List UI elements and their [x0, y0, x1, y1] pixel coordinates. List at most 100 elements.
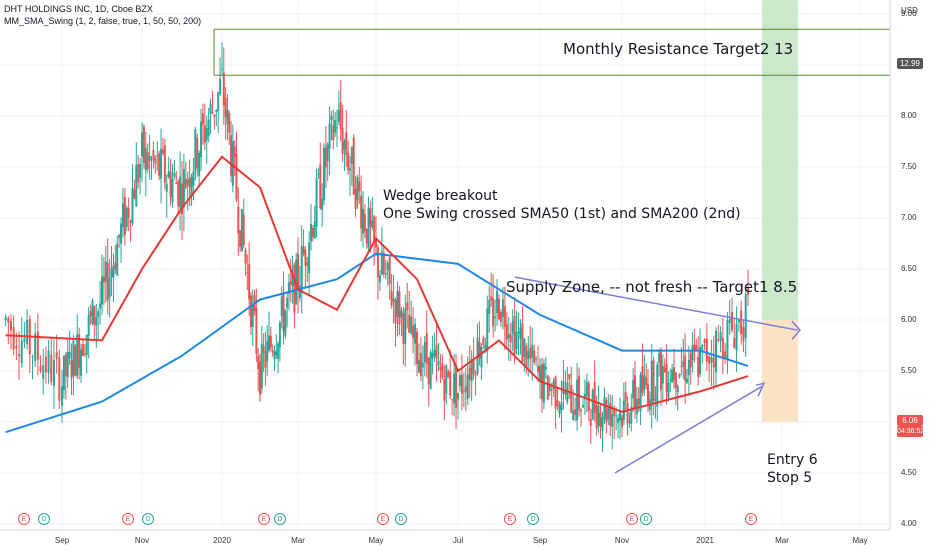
candle-body	[378, 275, 381, 283]
candle-body	[699, 346, 701, 374]
candle-body	[376, 247, 379, 278]
candle-body	[343, 141, 346, 150]
candle-body	[58, 357, 61, 401]
candle-body	[468, 367, 471, 380]
currency-label[interactable]: USD	[901, 6, 918, 15]
candle-body	[142, 126, 145, 164]
candle-body	[441, 363, 444, 378]
candle-body	[721, 337, 724, 360]
candle-body	[95, 317, 98, 326]
candle-body	[416, 331, 418, 364]
candle-body	[68, 351, 71, 359]
earnings-badge[interactable]: E	[626, 513, 638, 525]
candle-body	[154, 158, 157, 164]
candle-body	[85, 334, 88, 356]
candle-body	[273, 352, 276, 359]
earnings-badge[interactable]: E	[745, 513, 757, 525]
candle-body	[375, 239, 377, 248]
time-tick-label: Jul	[452, 536, 464, 545]
candle-body	[663, 367, 666, 373]
wedge-breakout-label[interactable]: Wedge breakout	[383, 188, 498, 204]
candle-body	[747, 287, 749, 296]
candle-body	[570, 384, 573, 413]
candle-body	[317, 173, 320, 175]
dividend-badge[interactable]: D	[395, 513, 407, 525]
candle-body	[7, 318, 10, 323]
dividend-badge[interactable]: D	[640, 513, 652, 525]
time-tick-label: Nov	[134, 536, 150, 545]
candle-body	[246, 272, 249, 274]
candle-body	[249, 295, 252, 328]
candle-body	[190, 176, 193, 198]
candle-body	[358, 181, 361, 192]
loss-zone	[762, 320, 798, 422]
candle-body	[539, 365, 541, 381]
candle-body	[289, 281, 292, 285]
candle-body	[70, 360, 73, 379]
earnings-badge[interactable]: E	[504, 513, 516, 525]
candle-body	[589, 419, 592, 426]
candle-body	[691, 345, 694, 361]
candle-body	[146, 152, 149, 170]
swing-crossed-label[interactable]: One Swing crossed SMA50 (1st) and SMA200…	[383, 206, 741, 222]
supply-zone-label[interactable]: Supply Zone, -- not fresh -- Target1 8.5	[506, 278, 798, 296]
candle-body	[196, 137, 199, 168]
monthly-resistance-label[interactable]: Monthly Resistance Target2 13	[563, 40, 794, 58]
candle-body	[217, 92, 220, 112]
candle-body	[349, 168, 351, 171]
indicator-legend[interactable]: MM_SMA_Swing (1, 2, false, true, 1, 50, …	[4, 16, 202, 26]
candle-body	[513, 315, 516, 355]
earnings-badge[interactable]: E	[18, 513, 30, 525]
dividend-badge[interactable]: D	[142, 513, 154, 525]
candle-body	[101, 276, 103, 305]
candle-body	[384, 272, 387, 275]
candle-body	[421, 362, 424, 368]
candle-body	[525, 345, 528, 368]
candle-body	[91, 300, 94, 324]
candle-body	[194, 129, 197, 171]
candle-body	[498, 298, 500, 319]
price-tick-label: 5.50	[901, 366, 917, 375]
candle-body	[150, 159, 153, 161]
candle-body	[382, 253, 385, 275]
candle-body	[231, 141, 234, 186]
candle-body	[163, 145, 166, 183]
dividend-badge[interactable]: D	[38, 513, 50, 525]
stop-label[interactable]: Stop 5	[767, 470, 813, 486]
candle-body	[81, 344, 84, 357]
plot-background	[0, 0, 890, 530]
candle-body	[674, 372, 677, 388]
price-tick-label: 4.00	[901, 519, 917, 528]
candle-body	[572, 410, 575, 421]
candle-body	[171, 178, 174, 203]
dividend-badge[interactable]: D	[527, 513, 539, 525]
earnings-badge[interactable]: E	[377, 513, 389, 525]
candle-body	[192, 171, 195, 186]
candle-body	[321, 198, 324, 210]
candle-body	[133, 189, 136, 199]
candle-body	[597, 405, 600, 426]
wedge-upper-line	[514, 276, 799, 331]
earnings-badge[interactable]: E	[122, 513, 134, 525]
candle-body	[429, 352, 432, 390]
candle-body	[188, 177, 191, 188]
candle-body	[396, 290, 399, 318]
candle-body	[603, 396, 606, 419]
time-tick-label: Sep	[532, 536, 548, 545]
candle-body	[165, 183, 168, 192]
earnings-badge[interactable]: E	[258, 513, 270, 525]
candle-body	[613, 408, 616, 417]
candle-body	[661, 365, 664, 384]
entry-label[interactable]: Entry 6	[767, 452, 818, 468]
candle-body	[97, 311, 100, 317]
candle-body	[55, 352, 58, 359]
candle-body	[595, 405, 598, 429]
candle-body	[443, 378, 446, 401]
dividend-badge[interactable]: D	[274, 513, 286, 525]
candles	[4, 42, 749, 452]
candle-body	[423, 341, 426, 363]
candle-body	[435, 344, 438, 359]
candle-body	[701, 344, 704, 353]
candle-body	[437, 360, 440, 366]
